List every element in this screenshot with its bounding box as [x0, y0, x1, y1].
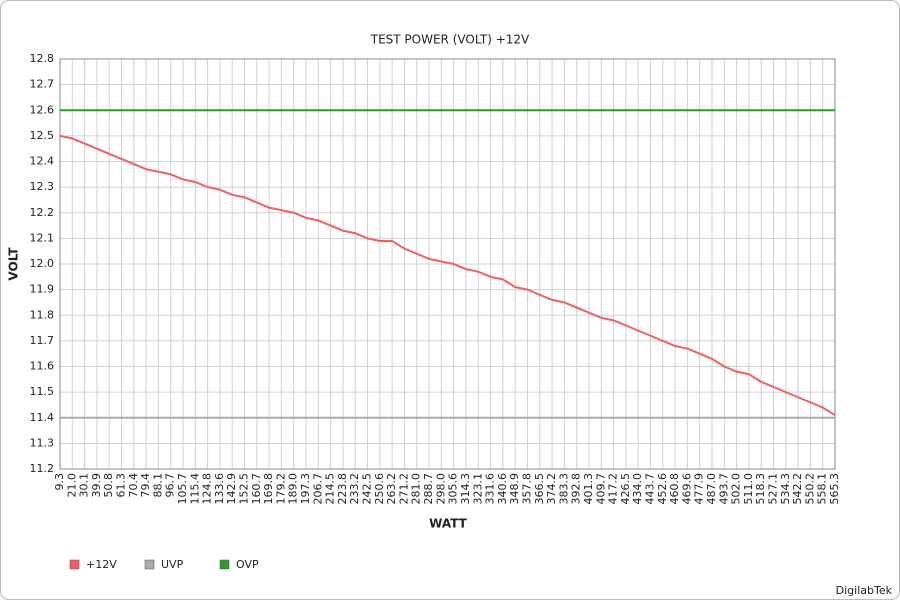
- y-tick-label: 12.7: [30, 78, 55, 91]
- y-tick-label: 12.0: [30, 257, 55, 270]
- x-tick-label: 133.6: [213, 473, 226, 505]
- x-tick-label: 88.1: [151, 473, 164, 498]
- x-tick-label: 30.1: [78, 473, 91, 498]
- x-tick-label: 250.6: [373, 473, 386, 505]
- x-tick-label: 160.7: [250, 473, 263, 505]
- x-tick-label: 426.5: [619, 473, 632, 505]
- legend-swatch: [219, 559, 230, 570]
- x-tick-label: 61.3: [115, 473, 128, 498]
- y-tick-label: 12.8: [30, 52, 55, 65]
- x-tick-label: 314.3: [459, 473, 472, 505]
- x-tick-label: 511.0: [742, 473, 755, 505]
- x-tick-label: 206.7: [311, 473, 324, 505]
- x-tick-label: 233.2: [348, 473, 361, 505]
- y-tick-label: 12.2: [30, 206, 55, 219]
- x-tick-label: 477.9: [693, 473, 706, 505]
- y-tick-label: 12.5: [30, 129, 55, 142]
- x-tick-label: 502.0: [730, 473, 743, 505]
- y-tick-label: 12.1: [30, 231, 55, 244]
- x-tick-label: 409.7: [594, 473, 607, 505]
- y-tick-label: 11.3: [30, 436, 55, 449]
- x-tick-label: 323.1: [471, 473, 484, 505]
- x-tick-label: 374.2: [545, 473, 558, 505]
- x-tick-label: 366.5: [533, 473, 546, 505]
- x-tick-label: 487.0: [705, 473, 718, 505]
- x-tick-label: 565.3: [828, 473, 841, 505]
- x-tick-label: 179.2: [274, 473, 287, 505]
- legend-swatch: [144, 559, 155, 570]
- x-tick-label: 527.1: [766, 473, 779, 505]
- y-tick-label: 11.5: [30, 385, 55, 398]
- x-tick-label: 434.0: [631, 473, 644, 505]
- x-tick-label: 469.6: [680, 473, 693, 505]
- x-tick-label: 189.0: [287, 473, 300, 505]
- x-tick-label: 383.3: [557, 473, 570, 505]
- x-tick-label: 443.7: [643, 473, 656, 505]
- x-tick-label: 348.9: [508, 473, 521, 505]
- x-tick-label: 281.0: [410, 473, 423, 505]
- x-tick-label: 263.2: [385, 473, 398, 505]
- plot-border: [59, 58, 836, 470]
- y-axis-title: VOLT: [7, 247, 21, 281]
- y-tick-label: 11.4: [30, 411, 55, 424]
- x-tick-label: 417.2: [607, 473, 620, 505]
- x-tick-label: 271.2: [397, 473, 410, 505]
- x-tick-label: 79.4: [139, 473, 152, 498]
- x-tick-label: 340.6: [496, 473, 509, 505]
- x-tick-label: 124.8: [201, 473, 214, 505]
- x-tick-label: 518.3: [754, 473, 767, 505]
- x-tick-label: 9.3: [53, 473, 66, 491]
- x-tick-label: 392.8: [570, 473, 583, 505]
- legend-label: OVP: [236, 558, 259, 571]
- legend-label: +12V: [86, 558, 117, 571]
- y-tick-label: 11.6: [30, 360, 55, 373]
- x-tick-label: 534.3: [779, 473, 792, 505]
- x-tick-label: 357.8: [520, 473, 533, 505]
- credit: DigilabTek: [836, 584, 893, 597]
- x-tick-label: 558.1: [816, 473, 829, 505]
- x-tick-label: 50.8: [102, 473, 115, 498]
- legend-label: UVP: [161, 558, 184, 571]
- x-tick-label: 550.2: [803, 473, 816, 505]
- x-tick-label: 331.6: [484, 473, 497, 505]
- x-tick-label: 542.2: [791, 473, 804, 505]
- x-tick-label: 39.9: [90, 473, 103, 498]
- x-axis-title: WATT: [429, 517, 468, 531]
- series-line: [59, 134, 836, 417]
- x-tick-label: 105.7: [176, 473, 189, 505]
- x-tick-label: 70.4: [127, 473, 140, 498]
- y-tick-label: 12.3: [30, 180, 55, 193]
- x-tick-label: 96.7: [164, 473, 177, 498]
- x-tick-label: 21.0: [65, 473, 78, 498]
- x-tick-label: 169.8: [262, 473, 275, 505]
- x-tick-label: 142.9: [225, 473, 238, 505]
- legend-swatch: [69, 559, 80, 570]
- y-tick-label: 12.6: [30, 103, 55, 116]
- x-tick-label: 493.7: [717, 473, 730, 505]
- y-tick-label: 12.4: [30, 155, 55, 168]
- x-tick-label: 401.3: [582, 473, 595, 505]
- x-tick-label: 460.8: [668, 473, 681, 505]
- x-tick-label: 288.7: [422, 473, 435, 505]
- x-tick-label: 197.3: [299, 473, 312, 505]
- y-tick-label: 11.2: [30, 462, 55, 475]
- x-tick-label: 115.4: [188, 473, 201, 505]
- x-tick-label: 452.6: [656, 473, 669, 505]
- y-tick-label: 11.9: [30, 283, 55, 296]
- x-tick-label: 152.5: [238, 473, 251, 505]
- y-tick-label: 11.8: [30, 308, 55, 321]
- y-tick-label: 11.7: [30, 334, 55, 347]
- x-tick-label: 242.5: [361, 473, 374, 505]
- x-tick-label: 214.5: [324, 473, 337, 505]
- x-tick-label: 223.8: [336, 473, 349, 505]
- x-tick-label: 298.0: [434, 473, 447, 505]
- chart-title: TEST POWER (VOLT) +12V: [370, 33, 530, 47]
- x-tick-label: 305.6: [447, 473, 460, 505]
